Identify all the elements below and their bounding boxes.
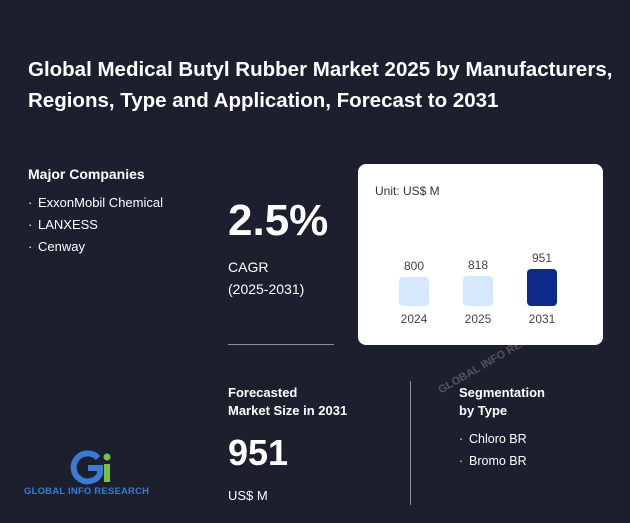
market-size-chart: Unit: US$ M 800 2024 818 2025 951 2031 [358, 164, 603, 345]
company-item: LANXESS [28, 214, 163, 236]
cagr-label-line1: CAGR [228, 259, 269, 275]
unit-label: Unit: US$ M [375, 184, 440, 198]
cagr-value: 2.5% [228, 196, 329, 245]
logo-icon [70, 450, 111, 485]
segment-item: Chloro BR [459, 428, 527, 450]
vertical-divider [410, 381, 411, 505]
forecast-heading-line1: Forecasted [228, 385, 298, 400]
logo-text: GLOBAL INFO RESEARCH [24, 486, 150, 497]
forecast-heading-line2: Market Size in 2031 [228, 403, 348, 418]
bar-value-label: 951 [532, 251, 552, 265]
bar-chart: 800 2024 818 2025 951 2031 [399, 251, 557, 326]
segment-item: Bromo BR [459, 450, 527, 472]
segmentation-heading: Segmentation by Type [459, 384, 599, 420]
x-tick-label: 2024 [401, 312, 428, 326]
bar-value-label: 818 [468, 258, 488, 272]
company-item: ExxonMobil Chemical [28, 192, 163, 214]
bar-2031 [527, 269, 557, 306]
forecast-value: 951 [228, 432, 289, 473]
segmentation-heading-line2: by Type [459, 403, 508, 418]
forecast-unit: US$ M [228, 488, 268, 503]
companies-heading: Major Companies [28, 166, 145, 182]
x-tick-label: 2025 [465, 312, 492, 326]
cagr-label-line2: (2025-2031) [228, 281, 305, 297]
companies-list: ExxonMobil Chemical LANXESS Cenway [28, 192, 163, 258]
segmentation-list: Chloro BR Bromo BR [459, 428, 527, 472]
segmentation-heading-line1: Segmentation [459, 385, 545, 400]
bar-2024 [399, 276, 429, 306]
cagr-label: CAGR (2025-2031) [228, 256, 304, 300]
company-logo: GLOBAL INFO RESEARCH [24, 450, 164, 500]
forecast-heading: Forecasted Market Size in 2031 [228, 384, 388, 420]
divider [228, 344, 334, 345]
company-item: Cenway [28, 236, 163, 258]
bar-value-label: 800 [404, 259, 424, 273]
x-tick-label: 2031 [529, 312, 556, 326]
bar-2025 [463, 276, 493, 306]
page-title: Global Medical Butyl Rubber Market 2025 … [28, 58, 613, 112]
